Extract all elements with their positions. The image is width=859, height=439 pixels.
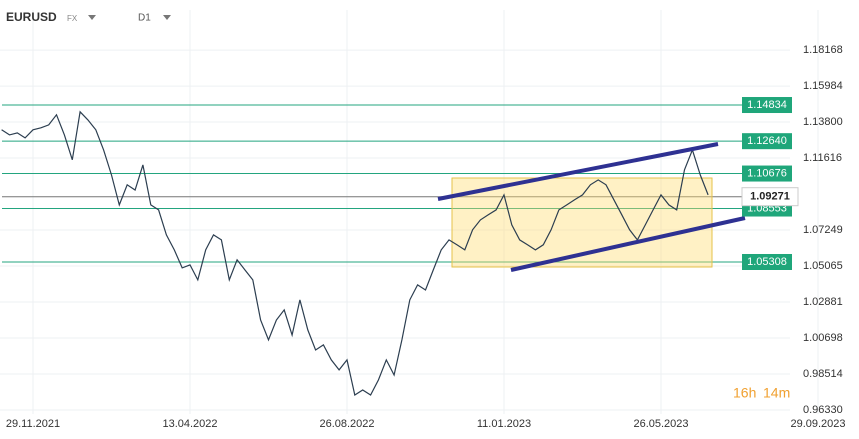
level-label: 1.05308 (747, 256, 787, 268)
last-price-label: 1.09271 (750, 191, 790, 203)
countdown-minutes: 14m (763, 385, 790, 401)
y-tick-label: 1.00698 (803, 332, 843, 344)
y-tick-label: 1.02881 (803, 296, 843, 308)
x-tick-label: 29.11.2021 (6, 418, 60, 430)
interval[interactable]: D1 (138, 13, 151, 24)
y-tick-label: 0.98514 (803, 368, 843, 380)
level-label: 1.14834 (747, 99, 787, 111)
level-tag (742, 253, 792, 270)
y-tick-label: 1.18168 (803, 44, 843, 56)
x-tick-label: 29.09.2023 (790, 418, 845, 430)
x-tick-label: 26.08.2022 (319, 418, 374, 430)
price-line (1, 110, 709, 396)
highlight-box (451, 177, 713, 268)
channel-lower (510, 216, 746, 272)
symbol[interactable]: EURUSD (6, 10, 57, 24)
level-tag (742, 97, 792, 114)
x-tick-label: 13.04.2022 (162, 418, 217, 430)
last-price-tag (741, 187, 799, 207)
y-tick-label: 1.11616 (803, 152, 842, 164)
x-tick-label: 11.01.2023 (477, 418, 531, 430)
y-tick-label: 1.13800 (803, 116, 843, 128)
dropdown-arrow[interactable] (163, 15, 171, 20)
plot (1, 110, 709, 396)
market: FX (67, 14, 78, 23)
countdown-hours: 16h (733, 385, 756, 401)
level-label: 1.12640 (747, 135, 787, 147)
y-tick-label: 1.15984 (803, 80, 843, 92)
level-tag (742, 133, 792, 150)
level-label: 1.10676 (747, 167, 787, 179)
channel-upper (437, 142, 719, 201)
y-tick-label: 1.07249 (803, 224, 843, 236)
y-tick-label: 0.96330 (803, 404, 843, 416)
y-tick-label: 1.05065 (803, 260, 843, 272)
x-tick-label: 26.05.2023 (633, 418, 688, 430)
level-tag (742, 165, 792, 182)
dropdown-arrow[interactable] (88, 15, 96, 20)
